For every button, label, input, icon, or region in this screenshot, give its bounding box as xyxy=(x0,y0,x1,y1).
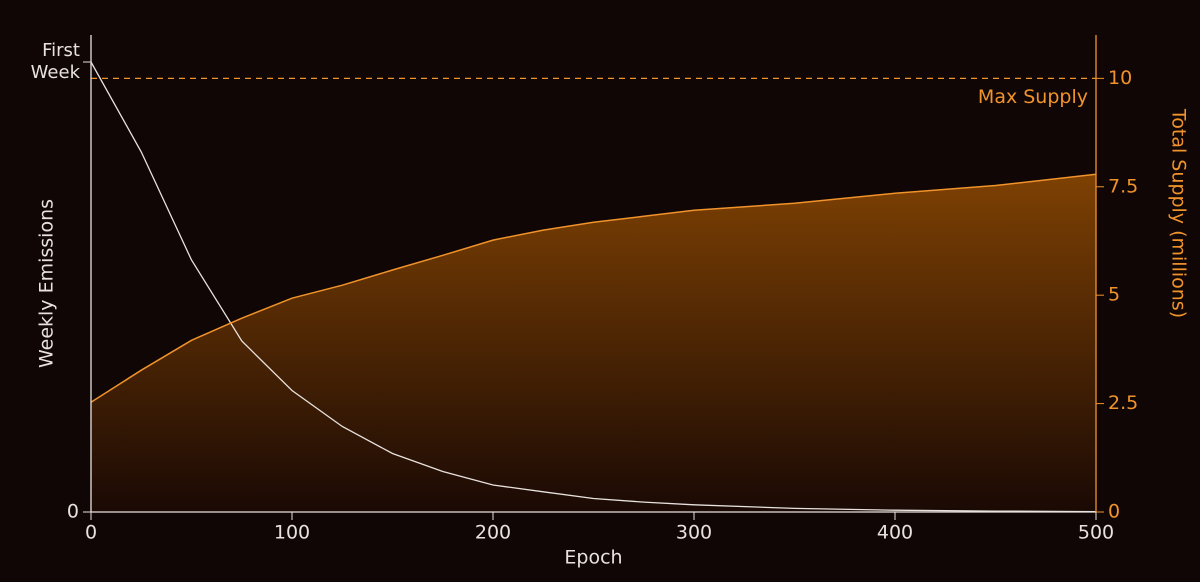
y-tick-label: First Week xyxy=(30,40,80,83)
line xyxy=(90,173,1097,403)
y2-axis-label: Total Supply (millions) xyxy=(1168,108,1190,318)
x-axis-label: Epoch xyxy=(564,547,622,569)
y2-tick-label: 2.5 xyxy=(1108,392,1138,414)
area xyxy=(91,174,1096,512)
x-tick-label: 200 xyxy=(475,522,511,544)
x-tick-label: 500 xyxy=(1078,522,1114,544)
x-tick-label: 300 xyxy=(676,522,712,544)
y-axis-label: Weekly Emissions xyxy=(36,199,58,368)
x-tick-label: 0 xyxy=(85,522,97,544)
x-tick-label: 100 xyxy=(274,522,310,544)
annotation: Max Supply xyxy=(978,86,1088,108)
y2-tick-label: 0 xyxy=(1108,501,1120,523)
y2-tick-label: 10 xyxy=(1108,67,1132,89)
line xyxy=(90,61,1097,513)
y2-tick-label: 5 xyxy=(1108,284,1120,306)
y-tick-label: 0 xyxy=(67,501,79,523)
x-tick-label: 400 xyxy=(877,522,913,544)
y2-tick-label: 7.5 xyxy=(1108,175,1138,197)
